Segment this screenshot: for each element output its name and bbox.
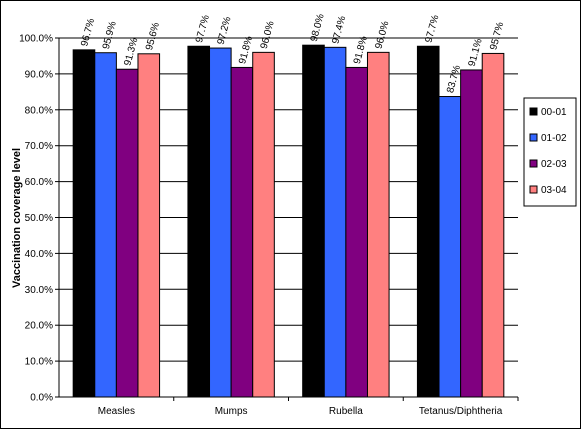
- bar-03-04-mumps: [252, 51, 275, 398]
- y-tick-label: 30.0%: [25, 285, 53, 296]
- bar-02-03-mumps: [230, 66, 254, 398]
- bar-00-01-rubella: [302, 44, 325, 398]
- legend-label: 03-04: [541, 185, 567, 196]
- y-tick-label: 60.0%: [25, 177, 53, 188]
- bar-03-04-measles: [137, 53, 161, 398]
- x-tick-label: Tetanus/Diphtheria: [419, 406, 503, 417]
- y-tick-label: 70.0%: [25, 141, 53, 152]
- legend-label: 00-01: [541, 107, 567, 118]
- bar-01-02-rubella: [323, 46, 347, 398]
- y-tick-label: 50.0%: [25, 213, 53, 224]
- y-tick-label: 20.0%: [25, 321, 53, 332]
- bar-02-03-rubella: [345, 66, 368, 398]
- bar-00-01-mumps: [187, 45, 211, 398]
- y-tick-label: 80.0%: [25, 105, 53, 116]
- y-tick-label: 10.0%: [25, 357, 53, 368]
- x-tick-label: Rubella: [329, 406, 363, 417]
- x-tick-label: Measles: [98, 406, 135, 417]
- x-tick-label: Mumps: [215, 406, 248, 417]
- legend-label: 01-02: [541, 133, 567, 144]
- bar-00-01-tetanus-diphtheria: [416, 45, 440, 398]
- legend: 00-01 01-02 02-03 03-04: [523, 97, 577, 207]
- bar-02-03-tetanus-diphtheria: [460, 69, 483, 398]
- bar-01-02-tetanus-diphtheria: [438, 96, 462, 398]
- bar-03-04-tetanus-diphtheria: [481, 52, 505, 398]
- y-tick-label: 90.0%: [25, 69, 53, 80]
- bars: [72, 44, 505, 398]
- legend-swatch: [529, 107, 538, 116]
- bar-01-02-mumps: [209, 47, 232, 398]
- y-tick-label: 40.0%: [25, 249, 53, 260]
- y-tick-label: 100.0%: [19, 34, 53, 45]
- legend-label: 02-03: [541, 159, 567, 170]
- bar-03-04-rubella: [366, 51, 390, 398]
- bar-00-01-measles: [72, 49, 96, 398]
- y-axis-label: Vaccination coverage level: [11, 148, 23, 288]
- legend-swatch: [529, 133, 538, 142]
- legend-swatch: [529, 185, 538, 194]
- bar-02-03-measles: [115, 68, 139, 398]
- y-tick-label: 0.0%: [30, 393, 53, 404]
- bar-01-02-measles: [94, 52, 117, 398]
- legend-swatch: [529, 159, 538, 168]
